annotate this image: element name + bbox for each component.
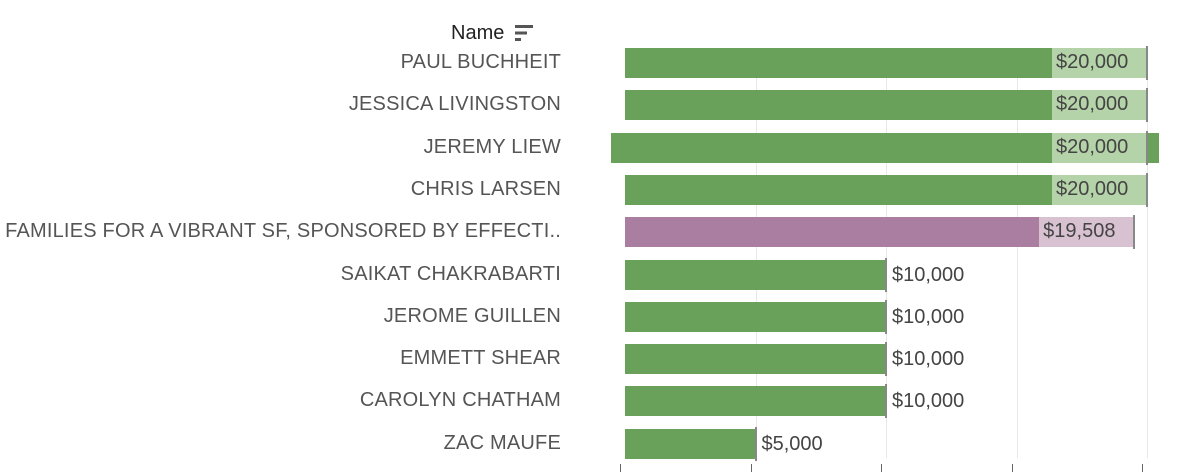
- value-label-highlight: [1052, 48, 1147, 78]
- row-label[interactable]: JESSICA LIVINGSTON: [348, 93, 561, 116]
- value-label-highlight: [1039, 217, 1135, 248]
- value-label: $10,000: [892, 348, 965, 371]
- row-label[interactable]: CAROLYN CHATHAM: [359, 389, 561, 412]
- bar-end-marker: [885, 299, 887, 334]
- bar-end-marker: [1146, 46, 1148, 80]
- value-label: $19,508: [1043, 220, 1116, 243]
- row-label[interactable]: SAIKAT CHAKRABARTI: [340, 262, 561, 285]
- gridline: [1147, 48, 1148, 458]
- value-label-highlight: [1052, 132, 1147, 163]
- bar[interactable]: [625, 428, 756, 459]
- row-label[interactable]: EMMETT SHEAR: [400, 347, 561, 370]
- value-label: $20,000: [1056, 177, 1129, 200]
- gridline: [755, 48, 757, 458]
- value-label: $20,000: [1056, 93, 1129, 116]
- axis-tick: [750, 464, 752, 472]
- value-label: $20,000: [1056, 135, 1129, 158]
- row-label[interactable]: FAMILIES FOR A VIBRANT SF, SPONSORED BY …: [5, 220, 561, 243]
- axis-tick: [1142, 464, 1143, 472]
- bar-end-marker: [1146, 130, 1148, 165]
- value-label: $10,000: [892, 305, 965, 328]
- value-label: $5,000: [761, 432, 823, 455]
- gridline: [1016, 48, 1018, 458]
- value-label: $20,000: [1056, 51, 1129, 73]
- gridline: [886, 48, 887, 458]
- column-header-name[interactable]: Name: [451, 22, 505, 44]
- row-label[interactable]: CHRIS LARSEN: [410, 177, 561, 200]
- bar-end-marker: [754, 426, 757, 461]
- bar[interactable]: [625, 259, 886, 290]
- bar[interactable]: [625, 344, 886, 375]
- bar-end-marker: [885, 384, 887, 419]
- row-label[interactable]: PAUL BUCHHEIT: [400, 51, 561, 73]
- axis-tick: [620, 464, 621, 472]
- axis-tick: [1011, 464, 1013, 472]
- sort-descending-icon[interactable]: [515, 24, 535, 42]
- row-label[interactable]: JEREMY LIEW: [423, 135, 561, 158]
- bar-end-marker: [885, 257, 887, 292]
- bar-end-marker: [1146, 172, 1148, 207]
- bar[interactable]: [625, 301, 886, 332]
- value-label-highlight: [1052, 90, 1147, 121]
- bar[interactable]: [625, 386, 886, 417]
- row-label[interactable]: ZAC MAUFE: [443, 431, 561, 454]
- value-label-highlight: [1052, 174, 1147, 205]
- bar-end-marker: [1133, 215, 1136, 250]
- row-label[interactable]: JEROME GUILLEN: [383, 304, 561, 327]
- bar-end-marker: [1146, 88, 1148, 123]
- bar-end-marker: [885, 342, 887, 377]
- value-label: $10,000: [892, 263, 965, 286]
- value-label: $10,000: [892, 390, 965, 413]
- axis-tick: [881, 464, 882, 472]
